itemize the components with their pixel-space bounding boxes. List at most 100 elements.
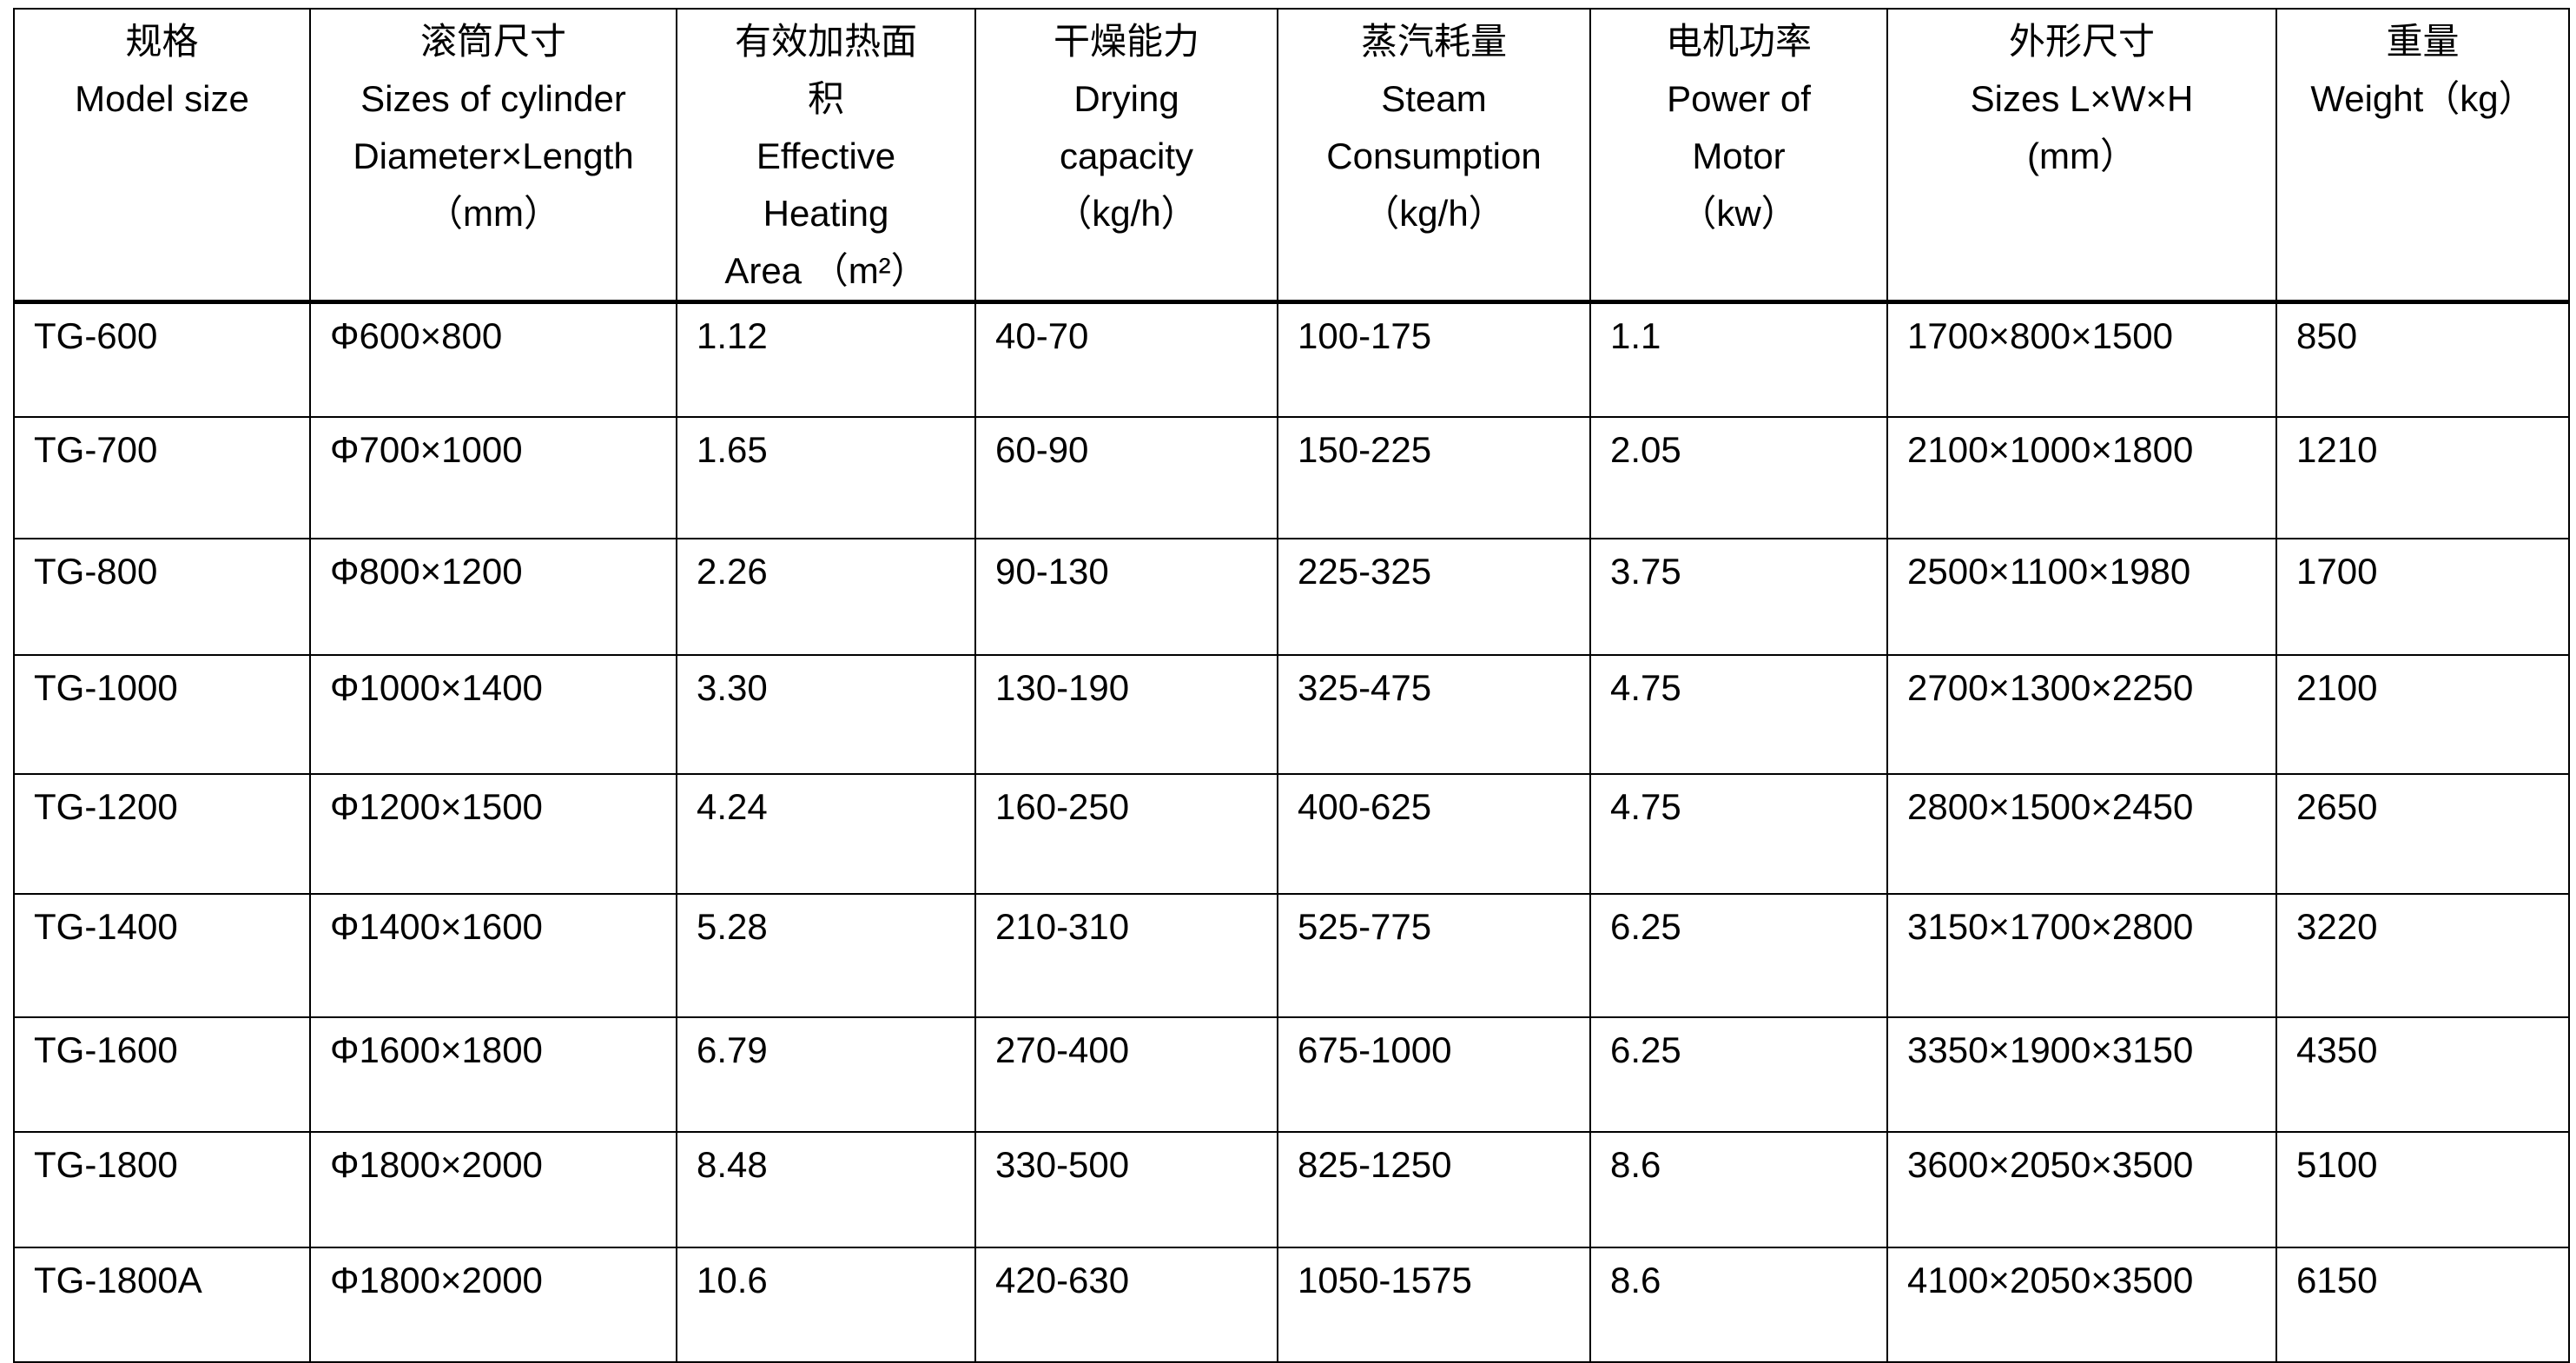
cell-drying-capacity: 210-310 (974, 893, 1278, 1018)
column-header-motor-power: 电机功率 Power of Motor （kw） (1589, 8, 1888, 303)
table-body: TG-600 Φ600×800 1.12 40-70 100-175 1.1 1700×80… (13, 301, 2570, 1363)
cell-overall-size: 1700×800×1500 (1886, 301, 2277, 418)
cell-steam-consumption: 100-175 (1277, 301, 1591, 418)
cell-weight: 850 (2275, 301, 2570, 418)
header-line: 有效加热面 (734, 21, 917, 62)
table-row: TG-1200 Φ1200×1500 4.24 160-250 400-625 4.75 2… (13, 773, 2570, 895)
cell-motor-power: 1.1 (1589, 301, 1888, 418)
cell-model-size: TG-700 (13, 416, 311, 539)
cell-model-size: TG-1200 (13, 773, 311, 895)
column-header-cylinder-size: 滚筒尺寸 Sizes of cylinder Diameter×Length （mm） (309, 8, 677, 303)
cell-drying-capacity: 60-90 (974, 416, 1278, 539)
header-line: Steam (1381, 78, 1487, 119)
cell-steam-consumption: 400-625 (1277, 773, 1591, 895)
header-line: 蒸汽耗量 (1360, 21, 1507, 62)
cell-model-size: TG-1600 (13, 1016, 311, 1133)
cell-drying-capacity: 270-400 (974, 1016, 1278, 1133)
cell-weight: 6150 (2275, 1247, 2570, 1363)
cell-drying-capacity: 330-500 (974, 1131, 1278, 1248)
header-line: （kw） (1680, 193, 1798, 234)
table-row: TG-1600 Φ1600×1800 6.79 270-400 675-1000 6.25… (13, 1016, 2570, 1133)
column-header-overall-size: 外形尺寸 Sizes L×W×H (mm） (1886, 8, 2277, 303)
cell-steam-consumption: 325-475 (1277, 654, 1591, 775)
column-header-steam-consumption: 蒸汽耗量 Steam Consumption （kg/h） (1277, 8, 1591, 303)
cell-overall-size: 3350×1900×3150 (1886, 1016, 2277, 1133)
cell-weight: 1700 (2275, 538, 2570, 656)
cell-motor-power: 6.25 (1589, 1016, 1888, 1133)
header-line: 电机功率 (1665, 21, 1812, 62)
table-row: TG-1800A Φ1800×2000 10.6 420-630 1050-1575 8.… (13, 1247, 2570, 1363)
column-header-weight: 重量 Weight（kg） (2275, 8, 2570, 303)
cell-motor-power: 3.75 (1589, 538, 1888, 656)
header-line: Power of (1667, 78, 1811, 119)
cell-motor-power: 6.25 (1589, 893, 1888, 1018)
cell-heating-area: 5.28 (676, 893, 976, 1018)
cell-model-size: TG-800 (13, 538, 311, 656)
table-row: TG-800 Φ800×1200 2.26 90-130 225-325 3.75 2500… (13, 538, 2570, 656)
cell-drying-capacity: 40-70 (974, 301, 1278, 418)
cell-drying-capacity: 420-630 (974, 1247, 1278, 1363)
header-line: 滚筒尺寸 (419, 21, 566, 62)
cell-weight: 3220 (2275, 893, 2570, 1018)
cell-steam-consumption: 525-775 (1277, 893, 1591, 1018)
cell-drying-capacity: 90-130 (974, 538, 1278, 656)
table-row: TG-1400 Φ1400×1600 5.28 210-310 525-775 6.25 3… (13, 893, 2570, 1018)
cell-weight: 1210 (2275, 416, 2570, 539)
header-line: Model size (75, 78, 249, 119)
cell-steam-consumption: 825-1250 (1277, 1131, 1591, 1248)
cell-model-size: TG-600 (13, 301, 311, 418)
table-row: TG-1000 Φ1000×1400 3.30 130-190 325-475 4.75 2… (13, 654, 2570, 775)
header-row: 规格 Model size 滚筒尺寸 Sizes of cylinder Diamete… (13, 8, 2570, 303)
cell-model-size: TG-1800A (13, 1247, 311, 1363)
table-row: TG-1800 Φ1800×2000 8.48 330-500 825-1250 8.6 3… (13, 1131, 2570, 1248)
header-line: Sizes of cylinder (360, 78, 626, 119)
cell-heating-area: 1.12 (676, 301, 976, 418)
header-line: Sizes L×W×H (1970, 78, 2194, 119)
header-line: Motor (1692, 136, 1786, 176)
cell-cylinder-size: Φ800×1200 (309, 538, 677, 656)
table-row: TG-600 Φ600×800 1.12 40-70 100-175 1.1 1700×80… (13, 301, 2570, 418)
header-line: Diameter×Length (353, 136, 634, 176)
header-line: 外形尺寸 (2008, 21, 2155, 62)
cell-overall-size: 2100×1000×1800 (1886, 416, 2277, 539)
column-header-model-size: 规格 Model size (13, 8, 311, 303)
cell-cylinder-size: Φ1800×2000 (309, 1247, 677, 1363)
header-line: 重量 (2386, 21, 2460, 62)
column-header-heating-area: 有效加热面积 Effective Heating Area （m²） (676, 8, 976, 303)
cell-weight: 4350 (2275, 1016, 2570, 1133)
cell-weight: 5100 (2275, 1131, 2570, 1248)
table-row: TG-700 Φ700×1000 1.65 60-90 150-225 2.05 2100×… (13, 416, 2570, 539)
cell-heating-area: 8.48 (676, 1131, 976, 1248)
header-line: （mm） (426, 193, 560, 234)
cell-overall-size: 2800×1500×2450 (1886, 773, 2277, 895)
cell-motor-power: 2.05 (1589, 416, 1888, 539)
header-line: 干燥能力 (1053, 21, 1199, 62)
cell-drying-capacity: 160-250 (974, 773, 1278, 895)
cell-motor-power: 8.6 (1589, 1247, 1888, 1363)
header-line: Drying (1073, 78, 1179, 119)
cell-steam-consumption: 675-1000 (1277, 1016, 1591, 1133)
cell-overall-size: 4100×2050×3500 (1886, 1247, 2277, 1363)
header-line: （kg/h） (1055, 193, 1198, 234)
cell-drying-capacity: 130-190 (974, 654, 1278, 775)
header-line: capacity (1059, 136, 1194, 176)
cell-cylinder-size: Φ1800×2000 (309, 1131, 677, 1248)
cell-steam-consumption: 150-225 (1277, 416, 1591, 539)
cell-motor-power: 4.75 (1589, 773, 1888, 895)
cell-steam-consumption: 1050-1575 (1277, 1247, 1591, 1363)
cell-overall-size: 2700×1300×2250 (1886, 654, 2277, 775)
cell-cylinder-size: Φ1000×1400 (309, 654, 677, 775)
header-line: Heating (763, 193, 889, 234)
cell-weight: 2650 (2275, 773, 2570, 895)
cell-motor-power: 8.6 (1589, 1131, 1888, 1248)
header-line: 积 (807, 78, 844, 119)
cell-model-size: TG-1800 (13, 1131, 311, 1248)
header-line: Effective (756, 136, 896, 176)
cell-overall-size: 2500×1100×1980 (1886, 538, 2277, 656)
cell-heating-area: 3.30 (676, 654, 976, 775)
cell-weight: 2100 (2275, 654, 2570, 775)
cell-cylinder-size: Φ600×800 (309, 301, 677, 418)
cell-model-size: TG-1000 (13, 654, 311, 775)
cell-overall-size: 3150×1700×2800 (1886, 893, 2277, 1018)
header-line: Area （m²） (724, 250, 928, 291)
